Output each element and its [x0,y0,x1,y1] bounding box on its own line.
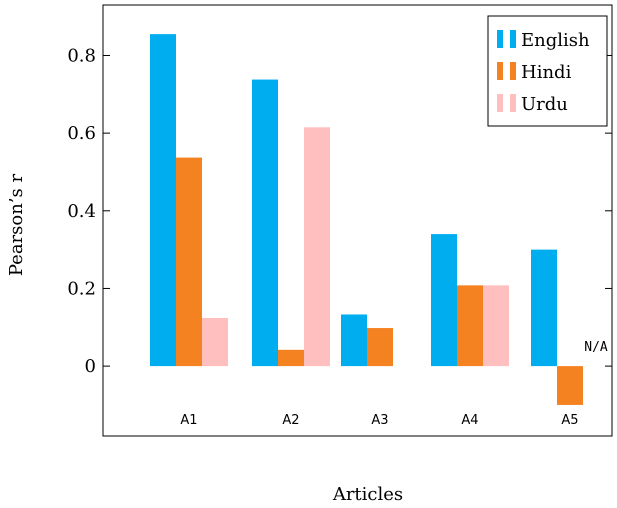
bar-hindi-a4 [457,285,483,367]
y-tick-label: 0 [85,356,96,377]
annotations: N/A [584,340,608,355]
bar-english-a3 [341,314,367,367]
plot-frame [102,4,613,437]
bar-hindi-a3 [367,328,393,367]
y-tick-label: 0.4 [67,201,96,222]
y-tick-label: 0.2 [67,278,96,299]
y-tick-label: 0.6 [67,123,96,144]
legend-label: Urdu [521,94,568,115]
x-axis-label: Articles [332,484,403,505]
legend: English Hindi Urdu [487,15,608,127]
legend-swatch [510,94,516,112]
bar-english-a4 [431,234,457,367]
bar-english-a1 [150,34,176,367]
legend-swatch [497,62,503,80]
y-tick-label: 0.8 [67,45,96,66]
legend-swatch [497,30,503,48]
x-tick-label: A3 [371,413,388,428]
bar-urdu-a4 [483,285,509,367]
bar-english-a2 [252,79,278,367]
x-axis: A1 A2 A3 A4 A5 [180,413,578,428]
x-tick-label: A5 [561,413,578,428]
annotation-label: N/A [584,340,608,355]
bar-hindi-a1 [176,157,202,367]
bar-hindi-a2 [278,349,304,367]
bar-urdu-a2 [304,127,330,367]
y-axis: 0 0.2 0.4 0.6 0.8 [67,45,612,377]
legend-swatch [510,30,516,48]
x-tick-label: A4 [461,413,478,428]
legend-frame [487,15,608,127]
y-axis-label: Pearson’s r [6,173,27,276]
bar-hindi-a5 [557,366,583,405]
bar-urdu-a1 [202,317,228,367]
x-tick-label: A2 [282,413,299,428]
bars-group [150,34,583,405]
legend-label: Hindi [521,62,572,83]
bar-english-a5 [531,249,557,367]
legend-label: English [521,30,590,51]
legend-swatch [510,62,516,80]
legend-swatch [497,94,503,112]
x-tick-label: A1 [180,413,197,428]
